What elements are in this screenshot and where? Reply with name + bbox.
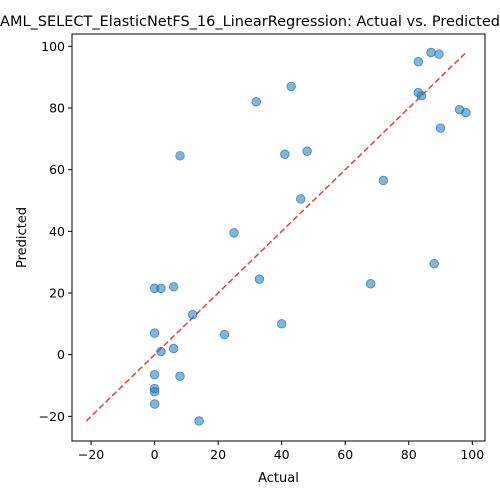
- x-tick-label: 40: [274, 447, 290, 462]
- data-point: [229, 228, 239, 238]
- data-point: [168, 282, 179, 292]
- data-point: [416, 90, 427, 101]
- x-ticks: −20 0 20 40 60 80 100: [78, 441, 484, 462]
- data-point: [149, 386, 160, 397]
- x-axis-label: Actual: [258, 471, 299, 486]
- data-point: [168, 343, 179, 354]
- y-tick-label: 0: [57, 347, 65, 362]
- data-point: [429, 259, 439, 269]
- y-tick-label: 60: [49, 162, 65, 177]
- data-point: [365, 279, 376, 289]
- y-tick-label: 80: [49, 101, 65, 116]
- data-point: [461, 107, 471, 118]
- data-point: [194, 416, 204, 426]
- points-layer: [149, 47, 471, 426]
- y-tick-label: 40: [49, 224, 65, 239]
- plot-area-frame: [71, 33, 486, 442]
- y-tick-label: 20: [49, 286, 65, 301]
- data-point: [175, 371, 185, 381]
- x-tick-label: 20: [210, 447, 226, 462]
- reference-line-layer: [85, 51, 467, 422]
- x-tick-label: 100: [460, 447, 484, 462]
- data-point: [188, 309, 198, 320]
- data-point: [426, 47, 436, 58]
- data-point: [254, 274, 265, 284]
- data-point: [251, 97, 261, 107]
- y-tick-label: −20: [39, 409, 65, 424]
- reference-line: [85, 51, 467, 422]
- data-point: [435, 123, 446, 133]
- y-axis-label: Predicted: [15, 207, 30, 268]
- data-point: [286, 81, 296, 92]
- x-tick-label: 80: [401, 447, 417, 462]
- data-point: [156, 283, 166, 294]
- chart-title: AML_SELECT_ElasticNetFS_16_LinearRegress…: [0, 14, 500, 30]
- data-point: [413, 57, 423, 67]
- data-point: [175, 151, 185, 161]
- x-tick-label: 0: [151, 447, 159, 462]
- x-tick-label: −20: [78, 447, 104, 462]
- data-point: [149, 328, 160, 338]
- y-ticks: −20 0 20 40 60 80 100: [39, 39, 72, 424]
- data-point: [302, 146, 312, 156]
- data-point: [378, 175, 389, 186]
- data-point: [280, 149, 290, 159]
- data-point: [276, 319, 287, 329]
- data-point: [156, 346, 166, 357]
- data-point: [219, 329, 230, 340]
- x-tick-label: 60: [337, 447, 353, 462]
- data-point: [149, 399, 160, 409]
- data-point: [149, 370, 160, 380]
- y-tick-label: 100: [41, 39, 65, 54]
- data-point: [434, 49, 444, 59]
- data-point: [296, 194, 306, 204]
